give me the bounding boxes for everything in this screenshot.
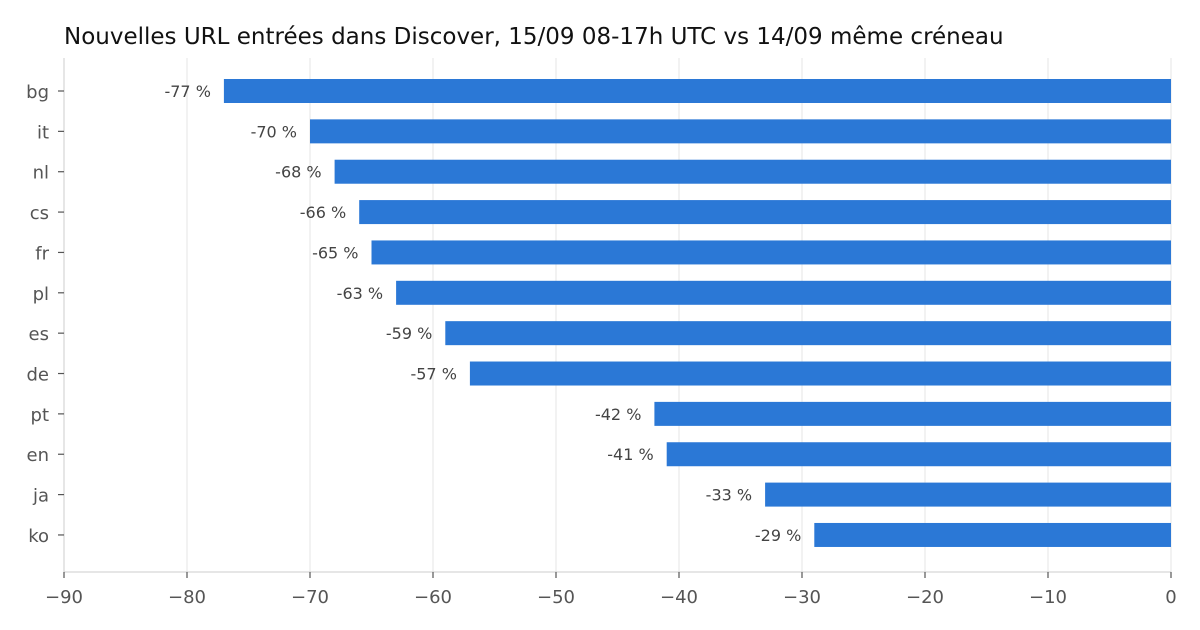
category-label-pt: pt: [31, 405, 49, 426]
x-tick-label: −30: [783, 587, 821, 608]
axes: [63, 58, 1171, 573]
x-tick-label: −80: [168, 587, 206, 608]
bar-pl: [396, 280, 1172, 305]
category-label-nl: nl: [33, 163, 49, 184]
category-label-bg: bg: [26, 82, 49, 103]
category-label-it: it: [37, 122, 49, 143]
bar-en: [666, 442, 1171, 467]
data-label-cs: -66 %: [300, 203, 346, 222]
data-label-ja: -33 %: [706, 486, 752, 505]
category-labels: bg it nl cs fr pl es de pt en ja ko: [26, 82, 64, 547]
category-label-cs: cs: [30, 203, 49, 224]
x-tick-labels: −90 −80 −70 −60 −50 −40 −30 −20 −10 0: [45, 572, 1177, 608]
data-label-it: -70 %: [251, 122, 297, 141]
data-label-ko: -29 %: [755, 526, 801, 545]
data-label-es: -59 %: [386, 324, 432, 343]
data-label-de: -57 %: [410, 365, 456, 384]
data-labels: -77 % -70 % -68 % -66 % -65 % -63 % -59 % -57 %…: [164, 82, 801, 545]
bar-pt: [654, 401, 1171, 426]
bar-it: [310, 119, 1171, 144]
data-label-fr: -65 %: [312, 243, 358, 262]
x-tick-label: −50: [537, 587, 575, 608]
bar-ja: [765, 482, 1171, 507]
x-tick-label: −90: [45, 587, 83, 608]
category-label-en: en: [27, 445, 49, 466]
bar-ko: [814, 522, 1171, 547]
data-label-nl: -68 %: [275, 163, 321, 182]
x-tick-label: −20: [906, 587, 944, 608]
data-label-pt: -42 %: [595, 405, 641, 424]
x-tick-label: −60: [414, 587, 452, 608]
bar-nl: [334, 159, 1172, 184]
bar-de: [469, 361, 1171, 386]
x-tick-label: 0: [1165, 587, 1176, 608]
x-tick-label: −10: [1029, 587, 1067, 608]
bar-cs: [359, 200, 1171, 225]
bar-bg: [223, 79, 1171, 103]
gridlines: [186, 58, 1172, 572]
category-label-ja: ja: [32, 486, 49, 507]
bar-fr: [371, 240, 1171, 265]
category-label-ko: ko: [28, 526, 49, 547]
data-label-bg: -77 %: [164, 82, 210, 101]
bars: [223, 79, 1172, 547]
category-label-pl: pl: [33, 284, 49, 305]
bar-es: [445, 321, 1171, 346]
x-tick-label: −40: [660, 587, 698, 608]
category-label-fr: fr: [35, 243, 49, 264]
chart-title: Nouvelles URL entrées dans Discover, 15/…: [64, 24, 1004, 50]
data-label-pl: -63 %: [337, 284, 383, 303]
category-label-de: de: [27, 365, 50, 386]
x-tick-label: −70: [291, 587, 329, 608]
category-label-es: es: [29, 324, 49, 345]
data-label-en: -41 %: [607, 445, 653, 464]
